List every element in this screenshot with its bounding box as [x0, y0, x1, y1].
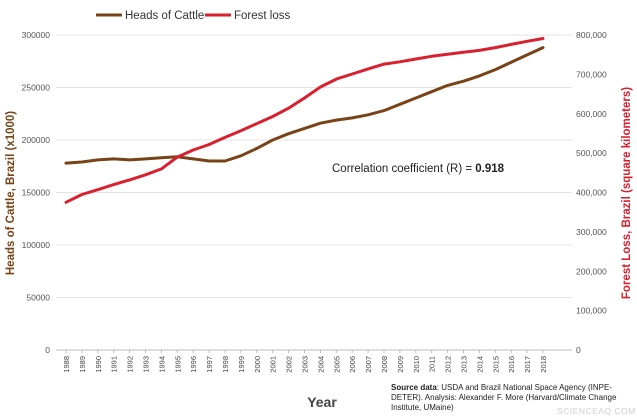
x-tick-label: 2013	[460, 356, 469, 373]
x-tick-label: 2010	[412, 356, 421, 373]
x-tick-label: 2009	[396, 356, 405, 373]
right-tick-label: 100,000	[576, 306, 607, 316]
series-lines	[64, 37, 545, 204]
x-tick-label: 1988	[62, 356, 71, 373]
left-tick-label: 300000	[22, 30, 51, 40]
x-tick-label: 1996	[189, 356, 198, 373]
x-tick-label: 1993	[142, 356, 151, 373]
left-tick-label: 150000	[22, 188, 51, 198]
right-tick-label: 800,000	[576, 30, 607, 40]
x-tick-label: 1995	[173, 356, 182, 373]
right-tick-label: 200,000	[576, 266, 607, 276]
right-tick-label: 500,000	[576, 148, 607, 158]
x-tick-label: 2017	[523, 356, 532, 373]
x-tick-label: 2002	[285, 356, 294, 373]
gridlines	[56, 34, 572, 351]
x-tick-label: 2015	[491, 356, 500, 373]
x-tick-label: 2003	[301, 356, 310, 373]
x-axis-label: Year	[307, 394, 337, 410]
x-tick-label: 1998	[221, 356, 230, 373]
x-tick-label: 1999	[237, 356, 246, 373]
x-tick-label: 2005	[332, 356, 341, 373]
cattle-series-line	[64, 46, 545, 165]
right-tick-label: 0	[576, 345, 581, 355]
x-tick-label: 2004	[316, 356, 325, 373]
legend-label-cattle: Heads of Cattle	[125, 10, 204, 22]
left-tick-label: 0	[45, 345, 50, 355]
x-tick-label: 2007	[364, 356, 373, 373]
watermark: SCIENCEAQ.COM	[557, 406, 636, 416]
left-axis-ticks: 0 50000 100000 150000 200000 250000 300000	[22, 30, 51, 355]
x-axis-ticks: 1988 1989 1990 1991 1992 1993 1994 1995 1996 1997…	[62, 350, 548, 373]
right-tick-label: 300,000	[576, 227, 607, 237]
right-tick-label: 600,000	[576, 109, 607, 119]
forest-loss-series-line	[64, 37, 545, 204]
x-tick-label: 2006	[348, 356, 357, 373]
legend: Heads of Cattle Forest loss	[96, 10, 290, 22]
left-axis-label: Heads of Cattle, Brazil (x1000)	[5, 111, 17, 275]
x-tick-label: 2014	[475, 356, 484, 373]
x-tick-label: 2016	[507, 356, 516, 373]
x-tick-label: 2012	[444, 356, 453, 373]
source-note-text: : USDA and Brazil National Space Agency …	[391, 383, 617, 412]
x-tick-label: 1991	[110, 356, 119, 373]
source-note: Source data: USDA and Brazil National Sp…	[391, 383, 631, 413]
x-tick-label: 1994	[157, 356, 166, 373]
x-tick-label: 1997	[205, 356, 214, 373]
right-tick-label: 400,000	[576, 188, 607, 198]
x-tick-label: 2000	[253, 356, 262, 373]
right-axis-label: Forest Loss, Brazil (square kilometers)	[621, 87, 633, 299]
correlation-annotation: Correlation coefficient (R) = 0.918	[332, 163, 505, 175]
correlation-prefix: Correlation coefficient (R) =	[332, 163, 475, 175]
left-tick-label: 50000	[26, 293, 50, 303]
x-tick-label: 1992	[126, 356, 135, 373]
x-tick-label: 2001	[269, 356, 278, 373]
left-tick-label: 250000	[22, 83, 51, 93]
x-tick-label: 1990	[94, 356, 103, 373]
legend-label-forest: Forest loss	[234, 10, 290, 22]
x-tick-label: 2008	[380, 356, 389, 373]
left-tick-label: 200000	[22, 135, 51, 145]
left-tick-label: 100000	[22, 240, 51, 250]
x-tick-label: 2018	[539, 356, 548, 373]
right-axis-ticks: 0 100,000 200,000 300,000 400,000 500,000 600,…	[576, 30, 607, 355]
correlation-value: 0.918	[475, 163, 504, 175]
right-tick-label: 700,000	[576, 69, 607, 79]
x-tick-label: 2011	[428, 356, 437, 372]
source-note-label: Source data	[391, 383, 437, 392]
x-tick-label: 1989	[78, 356, 87, 373]
